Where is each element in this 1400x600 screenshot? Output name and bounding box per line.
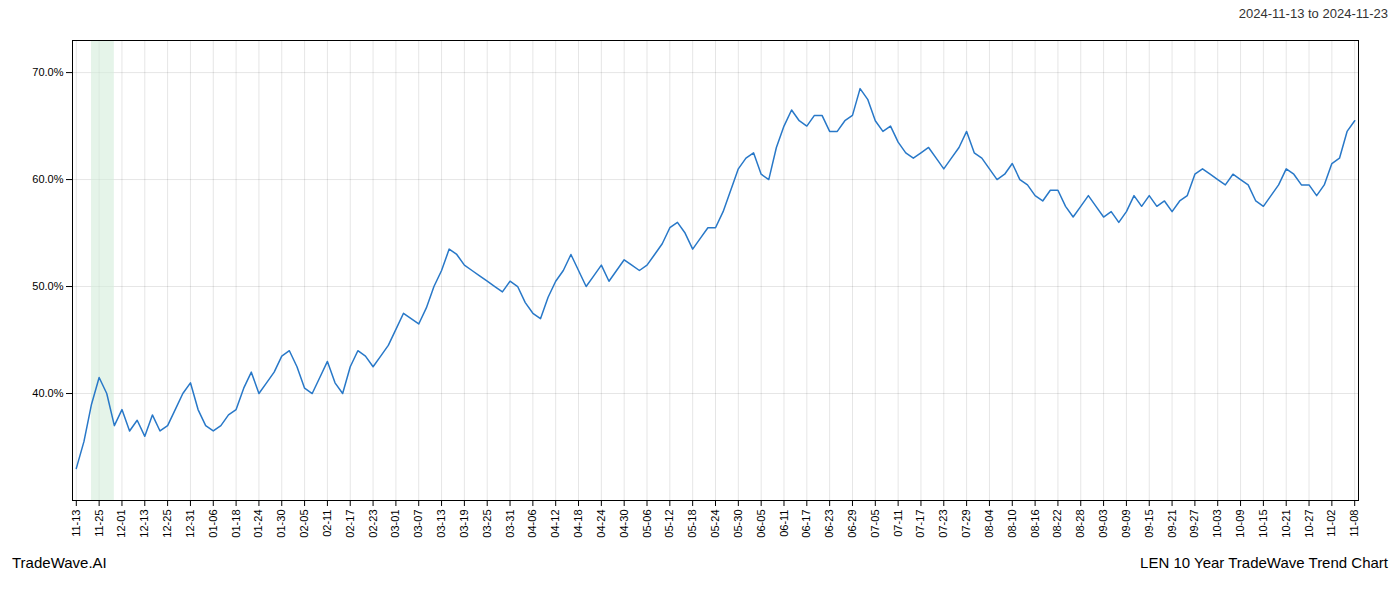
svg-text:08-10: 08-10 bbox=[1006, 510, 1018, 538]
html-text:2024-11-13 to 2024-11-23: 2024-11-13 to 2024-11-23 bbox=[1238, 6, 1388, 21]
svg-text:07-05: 07-05 bbox=[869, 510, 881, 538]
svg-text:11-02: 11-02 bbox=[1325, 510, 1337, 537]
svg-text:70.0%: 70.0% bbox=[32, 66, 63, 78]
svg-text:05-30: 05-30 bbox=[732, 510, 744, 538]
svg-text:60.0%: 60.0% bbox=[32, 173, 63, 185]
svg-text:05-24: 05-24 bbox=[709, 510, 721, 538]
svg-text:01-06: 01-06 bbox=[207, 510, 219, 538]
svg-text:01-18: 01-18 bbox=[230, 510, 242, 538]
svg-text:10-21: 10-21 bbox=[1280, 510, 1292, 538]
svg-text:06-05: 06-05 bbox=[755, 510, 767, 538]
svg-text:02-17: 02-17 bbox=[344, 510, 356, 538]
svg-text:06-23: 06-23 bbox=[823, 510, 835, 538]
svg-text:10-09: 10-09 bbox=[1234, 510, 1246, 538]
svg-text:05-06: 05-06 bbox=[641, 510, 653, 538]
svg-text:03-31: 03-31 bbox=[504, 510, 516, 538]
svg-text:05-12: 05-12 bbox=[663, 510, 675, 538]
svg-text:07-11: 07-11 bbox=[892, 510, 904, 537]
svg-text:11-25: 11-25 bbox=[93, 510, 105, 537]
svg-text:11-08: 11-08 bbox=[1348, 510, 1360, 537]
svg-text:09-21: 09-21 bbox=[1166, 510, 1178, 538]
svg-text:04-06: 04-06 bbox=[526, 510, 538, 538]
svg-text:10-03: 10-03 bbox=[1211, 510, 1223, 538]
svg-text:12-25: 12-25 bbox=[161, 510, 173, 538]
svg-text:04-30: 04-30 bbox=[618, 510, 630, 538]
svg-text:08-04: 08-04 bbox=[983, 510, 995, 538]
svg-text:06-17: 06-17 bbox=[800, 510, 812, 538]
svg-text:06-11: 06-11 bbox=[778, 510, 790, 537]
svg-text:03-25: 03-25 bbox=[481, 510, 493, 538]
svg-text:40.0%: 40.0% bbox=[32, 387, 63, 399]
svg-text:10-27: 10-27 bbox=[1303, 510, 1315, 538]
svg-text:07-23: 07-23 bbox=[937, 510, 949, 538]
svg-text:02-05: 02-05 bbox=[298, 510, 310, 538]
svg-text:03-01: 03-01 bbox=[389, 510, 401, 538]
svg-text:03-07: 03-07 bbox=[412, 510, 424, 538]
svg-text:10-15: 10-15 bbox=[1257, 510, 1269, 538]
svg-text:02-23: 02-23 bbox=[367, 510, 379, 538]
svg-text:09-03: 09-03 bbox=[1097, 510, 1109, 538]
svg-text:09-27: 09-27 bbox=[1188, 510, 1200, 538]
svg-text:09-15: 09-15 bbox=[1143, 510, 1155, 538]
svg-text:50.0%: 50.0% bbox=[32, 280, 63, 292]
svg-text:01-24: 01-24 bbox=[252, 510, 264, 538]
svg-text:03-19: 03-19 bbox=[458, 510, 470, 538]
svg-text:04-18: 04-18 bbox=[572, 510, 584, 538]
svg-text:08-16: 08-16 bbox=[1029, 510, 1041, 538]
html-text:LEN 10 Year TradeWave Trend Ch: LEN 10 Year TradeWave Trend Chart bbox=[1140, 554, 1388, 571]
svg-text:01-30: 01-30 bbox=[275, 510, 287, 538]
svg-text:04-24: 04-24 bbox=[595, 510, 607, 538]
svg-text:08-22: 08-22 bbox=[1051, 510, 1063, 538]
svg-text:11-13: 11-13 bbox=[70, 510, 82, 537]
svg-text:08-28: 08-28 bbox=[1074, 510, 1086, 538]
svg-text:07-17: 07-17 bbox=[914, 510, 926, 538]
html-text:TradeWave.AI: TradeWave.AI bbox=[12, 554, 107, 571]
svg-text:05-18: 05-18 bbox=[686, 510, 698, 538]
svg-text:09-09: 09-09 bbox=[1120, 510, 1132, 538]
svg-text:12-01: 12-01 bbox=[115, 510, 127, 538]
svg-text:06-29: 06-29 bbox=[846, 510, 858, 538]
svg-text:03-13: 03-13 bbox=[435, 510, 447, 538]
svg-text:04-12: 04-12 bbox=[549, 510, 561, 538]
svg-text:12-13: 12-13 bbox=[138, 510, 150, 538]
svg-text:02-11: 02-11 bbox=[321, 510, 333, 537]
svg-text:07-29: 07-29 bbox=[960, 510, 972, 538]
svg-text:12-31: 12-31 bbox=[184, 510, 196, 538]
